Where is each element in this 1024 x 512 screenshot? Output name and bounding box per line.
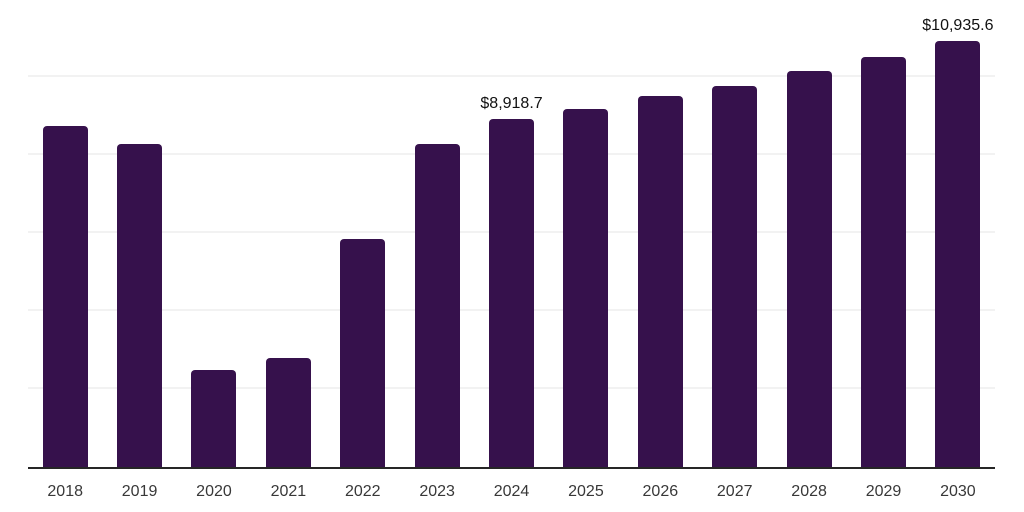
bar-value-label-2024: $8,918.7	[480, 95, 543, 113]
bar-slot-2026	[623, 0, 697, 467]
x-tick-2018: 2018	[47, 483, 83, 500]
x-tick-2026: 2026	[642, 483, 679, 500]
x-tick-2028: 2028	[791, 483, 827, 500]
bar-slot-2018	[28, 0, 102, 467]
bar-slot-2027	[698, 0, 772, 467]
bar-2018[interactable]	[42, 125, 88, 467]
bar-2022[interactable]	[340, 239, 386, 467]
bar-2029[interactable]	[860, 56, 906, 467]
x-tick-2022: 2022	[344, 483, 381, 500]
bar-slot-2028	[772, 0, 846, 467]
x-axis-labels: 2018 2019 2020 2021 2022 2023 2024 2025 2026 2027…	[28, 471, 995, 500]
x-tick-2030: 2030	[940, 483, 976, 500]
x-tick-2020: 2020	[196, 483, 232, 500]
bar-2019[interactable]	[117, 144, 163, 467]
bar-2027[interactable]	[712, 85, 758, 467]
bar-slot-2024: $8,918.7	[474, 0, 548, 467]
bar-slot-2029	[846, 0, 920, 467]
bar-2030[interactable]	[935, 40, 981, 467]
x-tick-2024: 2024	[493, 483, 530, 500]
bar-2023[interactable]	[414, 144, 460, 467]
bar-slot-2025	[549, 0, 623, 467]
bar-slot-2023	[400, 0, 474, 467]
plot-area: $8,918.7 $10,935.6	[28, 0, 995, 469]
bar-slot-2021	[251, 0, 325, 467]
bar-slot-2020	[177, 0, 251, 467]
bar-slot-2019	[102, 0, 176, 467]
x-tick-2023: 2023	[419, 483, 455, 500]
x-tick-2027: 2027	[716, 483, 753, 500]
x-tick-2021: 2021	[270, 483, 307, 500]
bar-2024[interactable]	[489, 119, 535, 467]
bar-slot-2030: $10,935.6	[921, 0, 995, 467]
x-tick-2029: 2029	[865, 483, 902, 500]
bars-container: $8,918.7 $10,935.6	[28, 0, 995, 467]
bar-2026[interactable]	[637, 96, 683, 467]
x-tick-2019: 2019	[121, 483, 158, 500]
bar-2020[interactable]	[191, 369, 237, 467]
gridline-10000	[28, 75, 995, 77]
bar-2021[interactable]	[265, 358, 311, 467]
bar-value-label-2030: $10,935.6	[922, 16, 994, 34]
bar-slot-2022	[326, 0, 400, 467]
bar-2028[interactable]	[786, 70, 832, 467]
bar-2025[interactable]	[563, 109, 609, 467]
x-tick-2025: 2025	[568, 483, 604, 500]
